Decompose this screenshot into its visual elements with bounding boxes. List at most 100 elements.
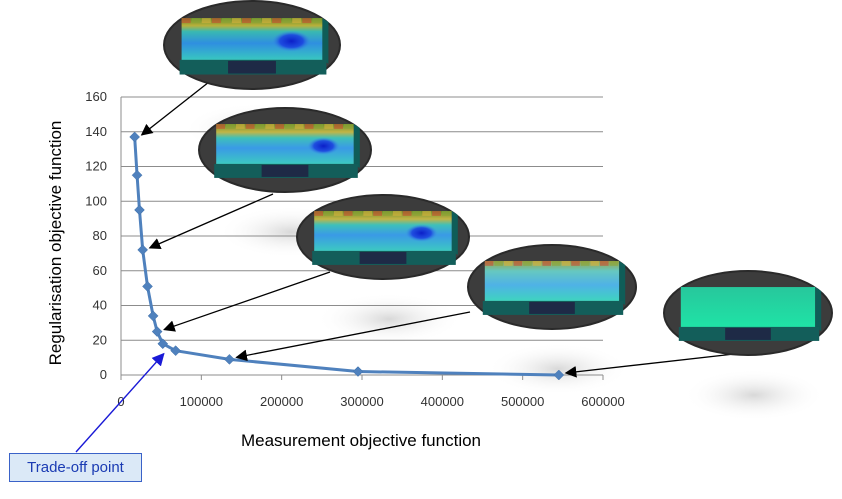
surface-strip [304,124,314,129]
model-thumbnail [663,270,833,356]
surface-strip [600,261,609,266]
surface-strip [580,261,590,266]
surface-strip [216,124,226,129]
surface-strip [226,124,235,129]
surface-strip [235,124,245,129]
data-point-marker [142,281,153,292]
data-point-marker [170,345,181,357]
y-tick-label: 40 [93,298,107,313]
y-tick-label: 160 [85,89,107,104]
model-block [680,287,816,327]
thumbnail-arrow [140,81,210,136]
surface-strip [402,211,412,216]
model-side-face [322,18,329,64]
surface-strip [302,18,312,24]
data-point-marker [157,338,169,350]
model-base-slot [228,60,276,74]
model-thumbnail [163,0,341,90]
model-side-face [619,261,626,305]
x-tick-label: 300000 [340,394,383,409]
surface-strip [314,124,324,129]
data-point-marker [553,369,565,381]
surface-strip [383,211,392,216]
surface-strip [532,261,542,266]
data-point-marker [352,366,364,377]
surface-strip [412,211,422,216]
model-side-face [353,124,360,168]
surface-strip [353,211,363,216]
surface-strip [542,261,551,266]
data-point-marker [137,244,149,256]
data-point-marker [151,326,163,337]
surface-strip [265,124,275,129]
surface-strip [294,124,304,129]
thumbnail-shadow [682,369,826,421]
surface-strip [252,18,262,24]
surface-strip [609,261,619,266]
data-point-marker [147,310,159,322]
surface-strip [324,211,333,216]
surface-strip [513,261,523,266]
series-line [133,136,559,377]
surface-strip [441,211,451,216]
surface-strip [292,18,302,24]
surface-strip [201,18,211,24]
model-side-face [815,287,822,331]
thumbnail-shadow [486,343,630,395]
surface-strip [231,18,241,24]
surface-strip [363,211,373,216]
y-tick-label: 120 [85,159,107,174]
surface-strip [552,261,561,266]
x-tick-label: 600000 [581,394,624,409]
y-tick-label: 0 [100,367,107,382]
model-base-slot [359,251,407,264]
model-thumbnail [467,244,637,330]
surface-strip [211,18,221,24]
thumbnail-arrow [564,351,753,378]
x-tick-label: 100000 [180,394,223,409]
anomaly-blob [271,30,311,52]
surface-strip [191,18,201,24]
model-thumbnail [296,194,470,280]
model-side-face [451,211,458,255]
surface-strip [324,124,334,129]
y-axis-title: Regularisation objective function [46,121,65,366]
surface-strip [333,211,343,216]
surface-strip [181,18,191,24]
surface-strip [343,124,353,129]
x-tick-label: 500000 [501,394,544,409]
surface-strip [272,18,282,24]
surface-strip [494,261,503,266]
surface-strip [262,18,272,24]
surface-strip [285,124,294,129]
surface-strip [373,211,382,216]
surface-strip [561,261,571,266]
thumbnail-arrow [235,311,471,362]
surface-strip [221,18,231,24]
y-tick-label: 20 [93,332,107,347]
trade-off-callout: Trade-off point [9,453,142,482]
surface-strip [275,124,284,129]
model-block [484,261,620,301]
surface-strip [241,18,251,24]
surface-strip [245,124,255,129]
x-tick-label: 200000 [260,394,303,409]
y-tick-label: 80 [93,228,107,243]
anomaly-blob [405,224,438,242]
surface-strip [255,124,265,129]
data-point-marker [224,354,235,365]
x-tick-label: 400000 [421,394,464,409]
surface-strip [432,211,441,216]
surface-strip [314,211,324,216]
anomaly-blob [307,137,340,155]
surface-strip [523,261,532,266]
model-base-slot [529,301,575,314]
surface-strip [312,18,322,24]
model-thumbnail [198,107,372,193]
model-base-slot [725,327,771,340]
surface-strip [504,261,513,266]
thumbnail-arrow [163,271,331,332]
data-point-marker [129,131,141,143]
